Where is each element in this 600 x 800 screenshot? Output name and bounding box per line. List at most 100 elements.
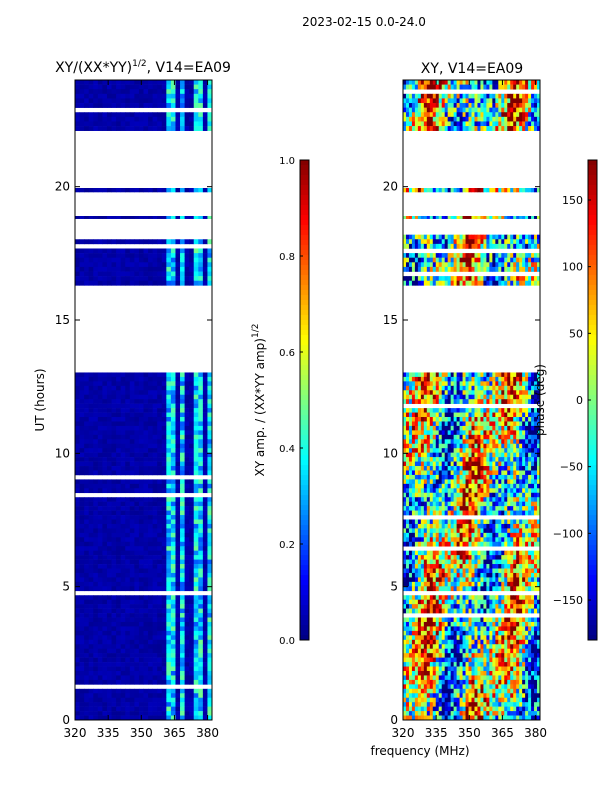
heatmap-cell-s1-r5-c1	[79, 257, 85, 263]
heatmap-cell-s0-r16-c43	[531, 439, 535, 445]
heatmap-cell-s0-r43-c35	[507, 559, 511, 565]
heatmap-cell-s0-r42-c5	[97, 555, 103, 560]
heatmap-cell-s0-r25-c10	[432, 479, 437, 485]
heatmap-cell-s0-r27-c9	[116, 488, 122, 494]
heatmap-cell-s0-r56-c2	[84, 617, 90, 623]
heatmap-cell-s0-r27-c37	[513, 488, 517, 494]
heatmap-cell-s0-r15-c11	[435, 434, 440, 440]
heatmap-cell-s0-r42-c41	[525, 555, 529, 560]
heatmap-cell-s4-r1-c23	[180, 84, 185, 90]
heatmap-cell-s0-r63-c2	[84, 648, 90, 654]
heatmap-cell-s0-r72-c22	[175, 688, 181, 694]
heatmap-cell-s0-r25-c27	[483, 479, 487, 485]
heatmap-cell-s0-r29-c28	[202, 497, 208, 502]
heatmap-cell-s0-r29-c13	[134, 497, 140, 502]
heatmap-cell-s0-r29-c21	[170, 497, 176, 502]
heatmap-cell-s4-r3-c6	[102, 93, 108, 99]
heatmap-cell-s0-r18-c10	[120, 448, 126, 453]
heatmap-cell-s0-r12-c29	[489, 421, 493, 427]
heatmap-cell-s0-r9-c16	[148, 408, 154, 413]
heatmap-cell-s0-r20-c27	[483, 457, 487, 462]
heatmap-cell-s0-r34-c16	[450, 519, 455, 525]
heatmap-cell-s4-r9-c7	[106, 121, 112, 127]
heatmap-cell-s1-r9-c4	[93, 276, 99, 282]
heatmap-cell-s4-r5-c15	[143, 103, 149, 108]
heatmap-cell-s0-r19-c10	[120, 452, 126, 458]
heatmap-cell-s0-r23-c11	[435, 470, 440, 476]
heatmap-cell-s0-r12-c12	[129, 421, 135, 427]
heatmap-cell-s0-r65-c18	[157, 657, 163, 663]
heatmap-cell-s0-r15-c28	[202, 434, 208, 440]
heatmap-cell-s0-r46-c24	[184, 572, 190, 578]
heatmap-cell-s0-r32-c8	[426, 510, 431, 516]
heatmap-cell-s2-r0-c28	[202, 216, 208, 219]
heatmap-cell-s0-r5-c13	[134, 390, 140, 396]
heatmap-cell-s0-r16-c4	[93, 439, 99, 445]
colorbar-step-39	[300, 355, 309, 361]
heatmap-cell-s0-r10-c8	[426, 412, 431, 418]
heatmap-cell-s4-r1-c20	[166, 84, 172, 90]
heatmap-cell-s0-r3-c15	[447, 381, 452, 387]
heatmap-cell-s0-r9-c18	[157, 408, 163, 413]
heatmap-cell-s0-r15-c17	[453, 434, 458, 440]
heatmap-cell-s0-r11-c25	[477, 417, 481, 422]
heatmap-cell-s0-r34-c13	[441, 519, 446, 525]
heatmap-cell-s0-r24-c8	[426, 474, 431, 480]
heatmap-cell-s0-r35-c17	[453, 523, 458, 529]
heatmap-cell-s1-r8-c3	[88, 271, 94, 277]
heatmap-cell-s0-r40-c14	[138, 546, 144, 551]
heatmap-cell-s0-r41-c29	[489, 550, 493, 556]
heatmap-cell-s1-r1-c12	[129, 239, 135, 245]
heatmap-cell-s0-r38-c26	[480, 537, 484, 543]
heatmap-cell-s0-r23-c26	[193, 470, 199, 476]
heatmap-cell-s0-r17-c33	[501, 443, 505, 449]
heatmap-cell-s0-r30-c27	[198, 501, 204, 507]
ytick-label-0: 0	[62, 713, 70, 727]
heatmap-cell-s0-r12-c4	[414, 421, 419, 427]
heatmap-cell-s4-r8-c6	[102, 116, 108, 122]
heatmap-cell-s0-r25-c7	[106, 479, 112, 485]
heatmap-cell-s0-r34-c15	[447, 519, 452, 525]
heatmap-cell-s0-r49-c19	[161, 586, 167, 592]
heatmap-cell-s0-r43-c16	[450, 559, 455, 565]
heatmap-cell-s1-r3-c28	[202, 248, 208, 254]
heatmap-cell-s4-r9-c4	[93, 121, 99, 127]
heatmap-cell-s0-r7-c24	[474, 399, 478, 404]
heatmap-cell-s0-r6-c31	[495, 394, 499, 400]
heatmap-cell-s0-r7-c26	[480, 399, 484, 404]
heatmap-cell-s4-r2-c11	[125, 89, 131, 95]
heatmap-cell-s0-r12-c34	[504, 421, 508, 427]
heatmap-cell-s0-r47-c5	[97, 577, 103, 583]
heatmap-cell-s0-r72-c19	[161, 688, 167, 694]
heatmap-cell-s0-r62-c6	[102, 644, 108, 650]
heatmap-cell-s0-r14-c4	[414, 430, 419, 436]
heatmap-cell-s0-r37-c29	[489, 532, 493, 538]
heatmap-cell-s0-r76-c22	[175, 706, 181, 712]
amplitude-colorbar-gradient	[300, 160, 309, 641]
heatmap-cell-s0-r17-c5	[417, 443, 422, 449]
heatmap-cell-s0-r76-c27	[198, 706, 204, 712]
heatmap-cell-s0-r35-c45	[537, 523, 541, 529]
heatmap-cell-s0-r26-c7	[423, 483, 428, 489]
heatmap-cell-s0-r9-c42	[528, 408, 532, 413]
heatmap-cell-s0-r39-c12	[438, 541, 443, 547]
heatmap-cell-s0-r37-c13	[441, 532, 446, 538]
heatmap-cell-s0-r19-c1	[405, 452, 410, 458]
heatmap-cell-s1-r3-c3	[88, 248, 94, 254]
heatmap-cell-s0-r46-c9	[116, 572, 122, 578]
heatmap-cell-s0-r1-c25	[477, 372, 481, 378]
heatmap-cell-s0-r19-c0	[403, 452, 407, 458]
heatmap-cell-s0-r46-c20	[166, 572, 172, 578]
heatmap-cell-s0-r14-c12	[438, 430, 443, 436]
heatmap-cell-s0-r55-c18	[157, 613, 163, 618]
heatmap-cell-s0-r34-c28	[486, 519, 490, 525]
colorbar-step-69	[300, 505, 309, 511]
heatmap-cell-s0-r65-c9	[116, 657, 122, 663]
heatmap-cell-s4-r3-c26	[193, 93, 199, 99]
heatmap-cell-s0-r2-c23	[471, 376, 475, 382]
heatmap-cell-s0-r14-c8	[111, 430, 117, 436]
heatmap-cell-s0-r23-c22	[468, 470, 472, 476]
heatmap-cell-s0-r27-c3	[411, 488, 416, 494]
heatmap-cell-s0-r4-c6	[420, 385, 425, 391]
heatmap-cell-s0-r38-c25	[477, 537, 481, 543]
